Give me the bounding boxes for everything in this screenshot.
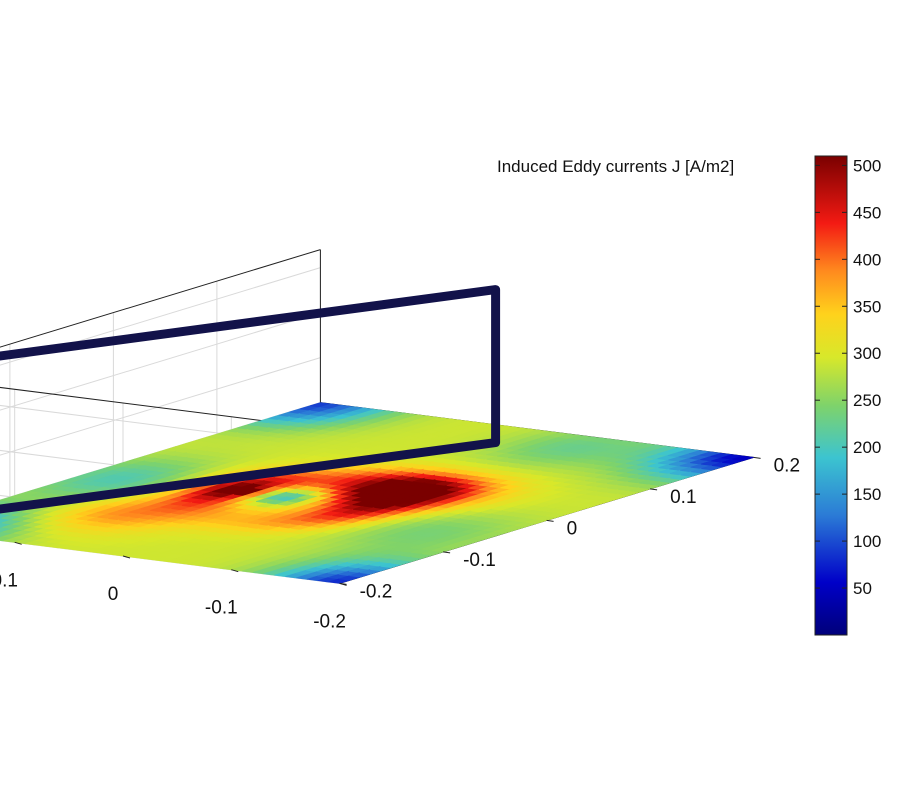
- colorbar-tick-label: 250: [853, 391, 881, 410]
- grid-line: [0, 312, 321, 411]
- y-tick-mark: [339, 582, 347, 585]
- colorbar-tick-label: 400: [853, 250, 881, 269]
- colorbar-tick-label: 350: [853, 297, 881, 316]
- y-tick-label: 0: [567, 518, 578, 539]
- x-tick-label: -0.2: [313, 611, 346, 632]
- x-tick-label: 0: [108, 584, 119, 605]
- colorbar-tick-label: 50: [853, 579, 872, 598]
- y-tick-label: 0.1: [670, 487, 696, 508]
- colorbar-tick-label: 200: [853, 438, 881, 457]
- colorbar-scale: [814, 155, 848, 636]
- grid-line: [0, 267, 321, 366]
- axis-ticks: 0.20.10-0.1-0.20.20.10-0.1-0.20.150.10.0…: [0, 455, 800, 632]
- coil-conductor: [0, 285, 501, 514]
- x-tick-mark: [122, 555, 131, 559]
- colorbar-tick-label: 100: [853, 532, 881, 551]
- y-tick-label: -0.2: [360, 581, 393, 602]
- axis-edge: [0, 249, 321, 348]
- chart-title: Induced Eddy currents J [A/m2]: [497, 157, 734, 176]
- y-tick-mark: [546, 519, 554, 522]
- y-tick-label: -0.1: [463, 550, 496, 571]
- colorbar-tick-label: 300: [853, 344, 881, 363]
- y-tick-label: 0.2: [774, 455, 800, 476]
- grid-line: [0, 357, 321, 456]
- y-tick-mark: [753, 456, 761, 459]
- y-tick-mark: [443, 551, 451, 554]
- x-tick-mark: [231, 569, 239, 573]
- colorbar-tick-label: 500: [853, 156, 881, 175]
- coil-loop: [0, 285, 501, 514]
- colorbar-tick-label: 450: [853, 203, 881, 222]
- x-tick-label: 0.1: [0, 570, 18, 591]
- y-tick-mark: [650, 488, 658, 491]
- colorbar: 500 450 400 350 300 250 200 150 100 50: [814, 155, 881, 636]
- x-tick-mark: [14, 541, 22, 545]
- x-tick-label: -0.1: [205, 598, 238, 619]
- colorbar-tick-label: 150: [853, 485, 881, 504]
